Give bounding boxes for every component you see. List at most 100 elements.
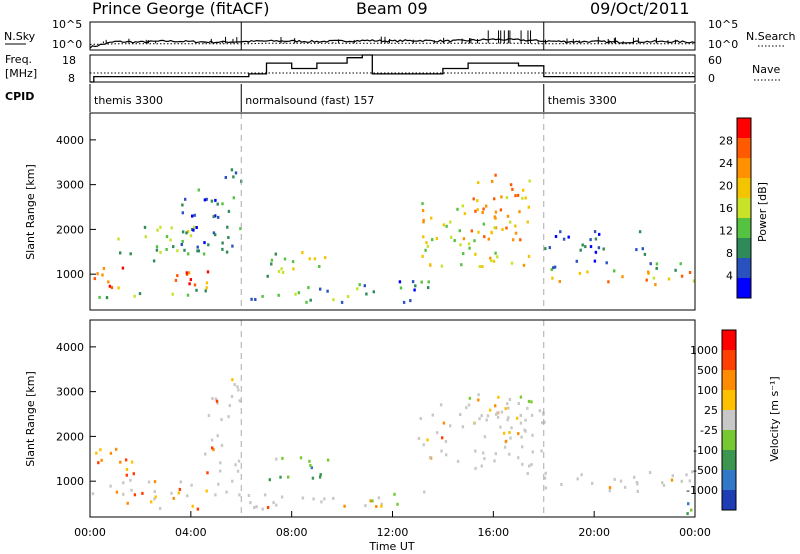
heat-cell (214, 214, 217, 218)
heat-cell (365, 292, 368, 296)
heat-cell (421, 202, 424, 206)
heat-cell (509, 436, 512, 440)
heat-cell (227, 236, 230, 239)
heat-cell (671, 474, 674, 478)
heat-cell (518, 210, 521, 214)
heat-cell (323, 497, 326, 501)
heat-cell (263, 493, 267, 497)
nsearch-label: N.Search (746, 30, 796, 43)
colorbar-tick-label: 100 (697, 384, 718, 397)
heat-cell (189, 278, 192, 282)
heat-cell (674, 268, 677, 272)
freq-label: Freq. (5, 53, 32, 66)
heat-cell (605, 261, 608, 265)
station-title: Prince George (fitACF) (92, 0, 270, 18)
heat-cell (607, 280, 610, 284)
heat-cell (482, 207, 485, 211)
heat-cell (107, 280, 110, 284)
heat-cell (226, 225, 229, 229)
heat-cell (462, 252, 465, 256)
heat-cell (181, 230, 185, 234)
heat-cell (423, 490, 426, 494)
heat-cell (552, 266, 555, 270)
heat-cell (633, 475, 636, 479)
heat-cell (499, 208, 503, 212)
heat-cell (193, 283, 197, 287)
heat-cell (521, 445, 524, 449)
heat-cell (119, 251, 122, 255)
heat-cell (133, 493, 137, 497)
heat-cell (530, 400, 533, 404)
heat-cell (485, 204, 488, 208)
heat-cell (99, 448, 102, 452)
noise-series-1 (89, 42, 695, 45)
heat-cell (474, 449, 477, 453)
x-tick-label: 08:00 (276, 526, 308, 539)
heat-cell (490, 230, 493, 234)
heat-cell (193, 225, 196, 229)
heat-cell (247, 494, 251, 497)
heat-cell (509, 183, 513, 187)
heat-cell (197, 249, 200, 253)
heat-cell (428, 456, 432, 459)
heat-cell (506, 214, 510, 218)
heat-cell (524, 196, 527, 200)
heat-cell (170, 491, 173, 495)
x-axis-label: Time UT (368, 540, 414, 553)
heat-cell (206, 270, 210, 274)
heat-cell (636, 489, 639, 493)
colorbar-swatch (737, 198, 751, 218)
heat-cell (517, 432, 520, 436)
heat-cell (196, 245, 199, 249)
y-tick-label: 2000 (56, 223, 84, 236)
heat-cell (439, 403, 443, 407)
heat-cell (465, 406, 468, 410)
heat-cell (597, 246, 601, 250)
heat-cell (554, 235, 558, 238)
heat-cell (598, 232, 601, 236)
heat-cell (647, 270, 650, 274)
heat-cell (478, 417, 481, 421)
heat-cell (494, 412, 498, 416)
heat-cell (270, 262, 273, 266)
heat-cell (205, 286, 208, 290)
heat-cell (579, 248, 582, 252)
heat-cell (641, 247, 644, 251)
heat-cell (191, 504, 194, 508)
heat-cell (91, 492, 95, 496)
heat-cell (153, 490, 156, 494)
heat-cell (261, 507, 264, 511)
x-tick-label: 16:00 (477, 526, 509, 539)
heat-cell (122, 492, 125, 496)
heat-cell (196, 507, 200, 511)
heat-cell (487, 237, 490, 241)
heat-cell (635, 480, 639, 484)
heat-cell (440, 449, 443, 453)
heat-cell (119, 460, 122, 464)
heat-cell (526, 406, 529, 410)
heat-cell (544, 486, 548, 490)
heat-cell (319, 287, 322, 291)
heat-cell (422, 235, 425, 239)
heat-cell (311, 476, 315, 480)
heat-cell (519, 238, 522, 242)
heat-cell (266, 506, 270, 509)
heat-cell (507, 416, 510, 420)
heat-cell (171, 292, 174, 296)
heat-cell (483, 435, 487, 439)
cpid-label-2: themis 3300 (548, 94, 617, 107)
colorbar-swatch (737, 178, 751, 198)
heat-cell (602, 247, 605, 251)
heat-cell (419, 417, 422, 421)
heat-cell (519, 421, 523, 425)
heat-cell (237, 459, 241, 463)
nsky-bottom-tick: 10^0 (52, 38, 82, 51)
heat-cell (274, 252, 277, 256)
heat-cell (461, 425, 465, 429)
heat-cell (430, 216, 433, 220)
heat-cell (679, 262, 682, 266)
heat-cell (424, 248, 427, 252)
colorbar-tick-label: 8 (726, 247, 733, 260)
heat-cell (480, 414, 483, 418)
y-tick-label: 4000 (56, 341, 84, 354)
